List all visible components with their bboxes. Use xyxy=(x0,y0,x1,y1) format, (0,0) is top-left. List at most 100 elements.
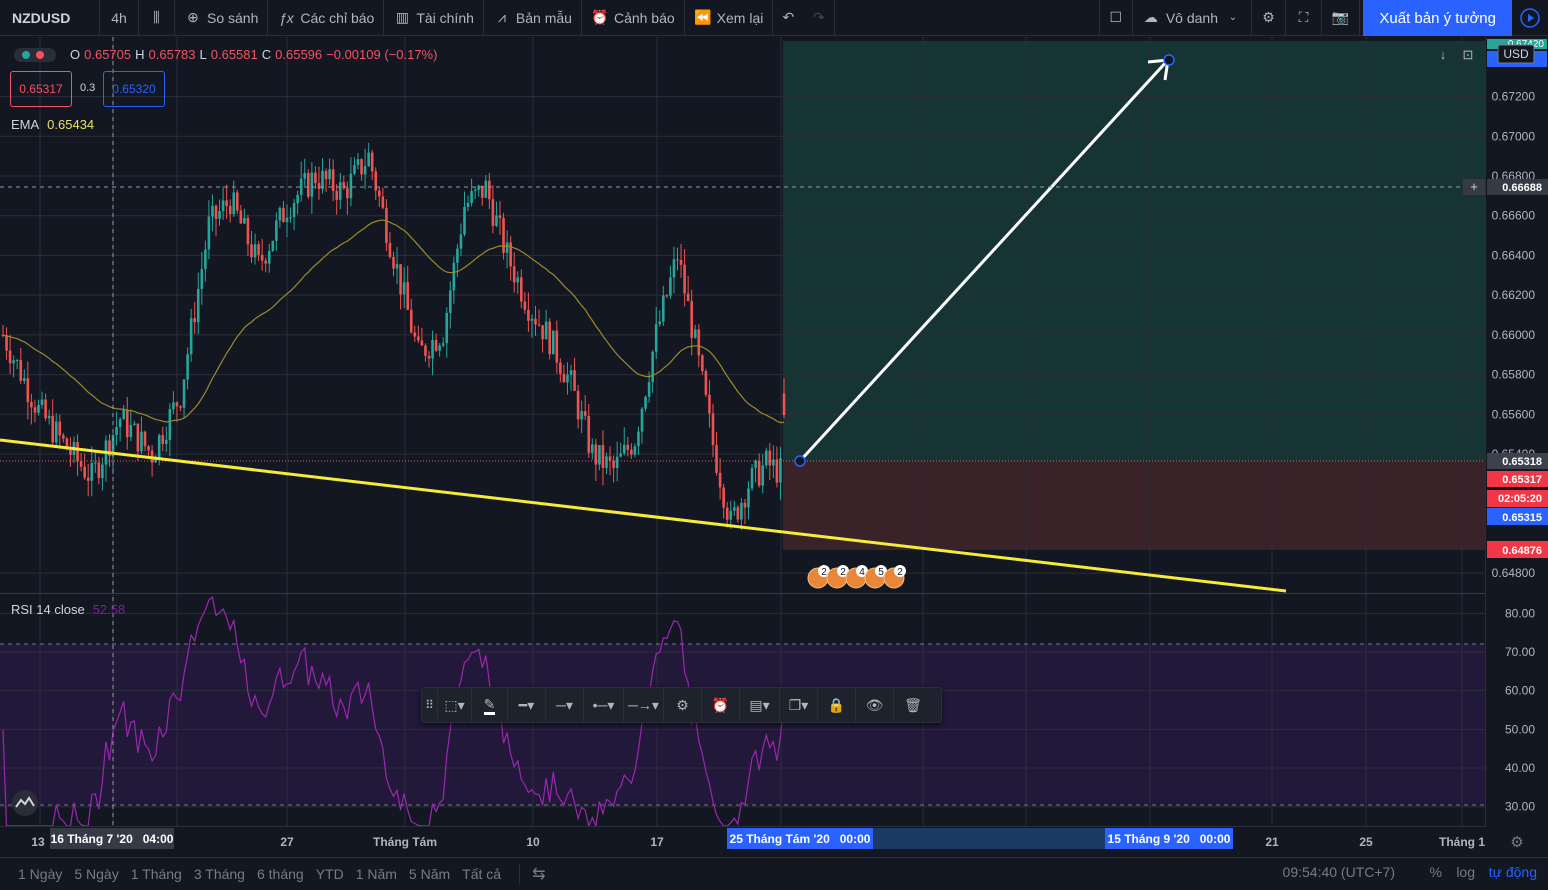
event-count-badge xyxy=(837,565,849,577)
last-price-tag xyxy=(1487,471,1548,487)
clock[interactable]: 09:54:40 (UTC+7) xyxy=(1282,864,1395,880)
snapshot-button[interactable]: 📷 xyxy=(1322,0,1360,36)
candle-body xyxy=(278,207,282,221)
auto-toggle[interactable]: tự động xyxy=(1488,864,1537,880)
candle-body xyxy=(154,458,157,463)
candle-body xyxy=(86,477,90,481)
restore-icon[interactable]: ⊡ xyxy=(1463,47,1474,62)
axis-gear-icon[interactable]: ⚙ xyxy=(1510,834,1523,851)
percent-toggle[interactable]: % xyxy=(1429,864,1442,880)
price-tick-label: 0.65800 xyxy=(1492,368,1536,382)
drag-handle-icon[interactable]: ⠿ xyxy=(422,687,438,723)
candle-body xyxy=(615,456,619,468)
candle-body xyxy=(193,318,196,323)
buy-button[interactable]: 0.65320 xyxy=(103,71,165,107)
layout-name-button[interactable]: ☁ Vô danh ⌄ xyxy=(1133,0,1252,36)
rsi-legend[interactable]: RSI 14 close 52.58 xyxy=(11,602,125,617)
currency-badge[interactable] xyxy=(1497,44,1535,64)
range-button[interactable]: 1 Năm xyxy=(355,866,397,882)
candle-body xyxy=(420,340,424,346)
candle-body xyxy=(523,301,527,310)
cloud-icon: ☁ xyxy=(1143,9,1158,25)
candle-body xyxy=(296,194,299,204)
range-button[interactable]: Tất cả xyxy=(462,866,502,882)
candle-body xyxy=(47,415,51,419)
ema-legend[interactable]: EMA 0.65434 xyxy=(11,117,94,132)
financials-button[interactable]: ▥ Tài chính xyxy=(384,0,484,36)
range-start-tag xyxy=(727,828,873,849)
target-zone xyxy=(783,41,1485,461)
chart-canvas[interactable]: 0.672000.670000.668000.666000.664000.662… xyxy=(0,37,1548,857)
range-button[interactable]: 1 Ngày xyxy=(18,866,63,882)
collapse-arrow-icon[interactable]: ↓ xyxy=(1440,47,1447,62)
candle-body xyxy=(356,159,360,166)
sell-button[interactable]: 0.65317 xyxy=(10,71,72,107)
range-button[interactable]: 3 Tháng xyxy=(193,866,245,882)
candle-body xyxy=(658,321,662,325)
line-color-button[interactable]: ✎ xyxy=(472,687,508,723)
play-circle-button[interactable] xyxy=(1512,0,1548,36)
visual-order-button[interactable]: ⬚▾ xyxy=(438,687,472,723)
settings-button[interactable]: ⚙ xyxy=(1252,0,1286,36)
candle-body xyxy=(566,374,569,383)
candle-body xyxy=(388,242,392,258)
crosshair-time-tag xyxy=(50,828,174,849)
create-alert-button[interactable]: ⏰ xyxy=(702,687,740,723)
alarm-clock-icon: ⏰ xyxy=(591,9,609,25)
candle-body xyxy=(598,445,601,465)
interval-button[interactable]: 4h xyxy=(100,0,139,36)
range-button[interactable]: 1 Tháng xyxy=(130,866,182,882)
templates-button[interactable]: ⩘ Bản mẫu xyxy=(484,0,582,36)
crosshair-plus-button[interactable] xyxy=(1463,179,1485,195)
log-toggle[interactable]: log xyxy=(1456,864,1475,880)
template-button[interactable]: ▤▾ xyxy=(740,687,780,723)
visibility-toggle[interactable] xyxy=(14,47,56,62)
goto-date-icon[interactable]: ⇆ xyxy=(532,866,546,883)
undo-button[interactable]: ↶ xyxy=(773,0,803,36)
candle-body xyxy=(264,260,267,264)
candle-body xyxy=(168,409,172,440)
price-tick-label: 0.64800 xyxy=(1492,566,1536,580)
redo-button[interactable]: ↷ xyxy=(803,0,836,36)
hide-button[interactable]: 👁 xyxy=(856,687,894,723)
drawing-settings-button[interactable]: ⚙ xyxy=(664,687,702,723)
candle-body xyxy=(211,205,214,217)
clone-button[interactable]: ❐▾ xyxy=(780,687,818,723)
select-rect-icon: ⬚▾ xyxy=(444,696,465,713)
range-button[interactable]: 5 Ngày xyxy=(74,866,119,882)
publish-idea-button[interactable]: Xuất bản ý tưởng xyxy=(1363,0,1512,36)
rsi-tick-label: 30.00 xyxy=(1505,800,1535,814)
candle-body xyxy=(647,382,651,397)
delete-button[interactable]: 🗑 xyxy=(894,687,932,723)
range-button[interactable]: 6 tháng xyxy=(256,866,304,882)
candle-body xyxy=(551,330,555,355)
candle-body xyxy=(367,152,370,167)
lock-button[interactable]: 🔒 xyxy=(818,687,856,723)
candle-body xyxy=(239,210,243,224)
chart-type-button[interactable]: ⫼ xyxy=(139,0,175,36)
arrow-start-handle[interactable] xyxy=(794,455,806,467)
left-end-button[interactable]: •─▾ xyxy=(584,687,624,723)
rsi-label: RSI 14 close xyxy=(11,602,85,617)
line-style-button[interactable]: ─▾ xyxy=(546,687,584,723)
candle-body xyxy=(580,411,583,420)
right-end-button[interactable]: ─→▾ xyxy=(624,687,664,723)
layout-select-button[interactable]: ☐ xyxy=(1098,0,1133,36)
arrow-line[interactable] xyxy=(798,58,1170,463)
candle-body xyxy=(477,185,480,190)
fullscreen-button[interactable]: ⛶ xyxy=(1286,0,1322,36)
line-width-button[interactable]: ━▾ xyxy=(508,687,546,723)
candle-body xyxy=(378,190,381,197)
arrow-end-handle[interactable] xyxy=(1163,54,1175,66)
indicators-button[interactable]: ƒx Các chỉ báo xyxy=(268,0,385,36)
trend-line[interactable] xyxy=(0,438,1287,593)
range-button[interactable]: 5 Năm xyxy=(408,866,451,882)
symbol-search[interactable]: NZDUSD xyxy=(0,0,100,36)
economic-events[interactable]: 2 2 4 5 2 xyxy=(807,565,906,589)
replay-button[interactable]: ⏪ Xem lại xyxy=(685,0,774,36)
alerts-button[interactable]: ⏰ Cảnh báo xyxy=(582,0,685,36)
axis-settings-cell xyxy=(1487,826,1548,856)
compare-button[interactable]: ⊕ So sánh xyxy=(175,0,269,36)
range-button[interactable]: YTD xyxy=(315,866,344,882)
eye-icon: 👁 xyxy=(865,696,884,713)
